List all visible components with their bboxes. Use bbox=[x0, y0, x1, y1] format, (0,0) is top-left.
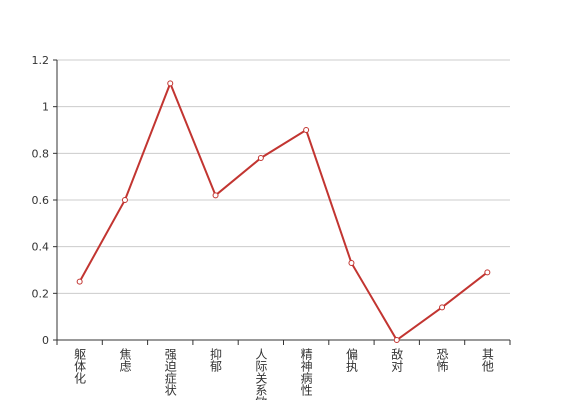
x-tick-label: 强迫症状 bbox=[163, 348, 177, 396]
y-tick-label: 0.6 bbox=[32, 194, 50, 207]
x-tick-label: 抑郁 bbox=[209, 347, 223, 373]
line bbox=[78, 80, 488, 342]
y-tick-label: 0 bbox=[42, 334, 49, 347]
point bbox=[212, 192, 219, 199]
point bbox=[167, 80, 174, 87]
point bbox=[257, 155, 264, 161]
point bbox=[76, 278, 83, 285]
y-tick-label: 0.2 bbox=[32, 287, 50, 300]
x-tick-label: 其他 bbox=[480, 348, 494, 372]
x-tick-label: 精神病性 bbox=[299, 348, 313, 397]
x-tick-label: 躯体化 bbox=[73, 347, 87, 385]
y-tick-label: 1 bbox=[42, 101, 49, 114]
x-tick-label: 敌对 bbox=[390, 347, 404, 372]
point bbox=[393, 337, 400, 343]
y-tick-label: 0.4 bbox=[32, 241, 50, 254]
y-tick-label: 0.8 bbox=[32, 147, 50, 160]
point bbox=[303, 127, 310, 133]
point bbox=[439, 304, 446, 311]
x-tick-label: 焦虑 bbox=[118, 348, 132, 372]
x-tick-label: 偏执 bbox=[344, 347, 358, 373]
y-tick-label: 1.2 bbox=[32, 54, 50, 67]
point bbox=[484, 269, 491, 276]
x-tick-label: 恐怖 bbox=[435, 348, 449, 372]
point bbox=[121, 197, 128, 203]
x-tick-label: 人际关系敏感 bbox=[254, 348, 268, 400]
point bbox=[348, 260, 355, 266]
